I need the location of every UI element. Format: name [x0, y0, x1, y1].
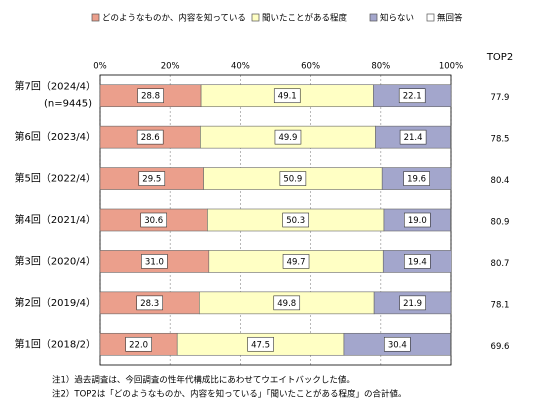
- value-label: 29.5: [142, 175, 161, 185]
- label-box: [399, 295, 426, 311]
- label-box: [404, 254, 431, 269]
- label-box: [282, 212, 309, 228]
- value-label: 22.1: [403, 92, 422, 102]
- category-label: 第5回（2022/4）: [14, 172, 96, 185]
- category-label: 第1回（2018/2）: [14, 337, 96, 350]
- note: 注2）TOP2は「どのようなものか、内容を知っている」「聞いたことがある程度」の…: [52, 389, 406, 400]
- value-label: 49.7: [287, 257, 306, 267]
- label-box: [279, 171, 307, 186]
- x-tick-label: 60%: [301, 62, 320, 72]
- value-label: 50.9: [283, 175, 302, 185]
- top2-header: TOP2: [486, 52, 513, 63]
- value-label: 21.9: [403, 299, 422, 309]
- legend-swatch: [426, 13, 435, 22]
- label-box: [136, 129, 164, 145]
- value-label: 19.6: [407, 175, 426, 185]
- value-label: 28.3: [140, 299, 159, 309]
- x-tick-label: 40%: [231, 62, 250, 72]
- label-box: [273, 88, 301, 104]
- legend-swatch: [91, 13, 100, 22]
- value-label: 49.1: [278, 92, 297, 102]
- value-label: 19.4: [408, 257, 427, 267]
- category-label: 第6回（2023/4）: [14, 130, 96, 143]
- value-label: 31.0: [145, 257, 164, 267]
- category-label: 第7回（2024/4）: [14, 80, 96, 93]
- top2-value: 77.9: [491, 93, 510, 103]
- value-label: 22.0: [129, 340, 148, 350]
- label-box: [125, 336, 152, 352]
- label-box: [273, 295, 301, 311]
- label-box: [274, 129, 302, 145]
- label-box: [404, 212, 431, 228]
- value-label: 49.9: [278, 133, 297, 143]
- value-label: 30.4: [388, 340, 407, 350]
- value-label: 19.0: [408, 216, 427, 226]
- label-box: [398, 88, 426, 104]
- x-tick-label: 20%: [161, 62, 180, 72]
- label-box: [403, 171, 430, 186]
- top2-value: 78.5: [491, 135, 510, 145]
- legend-label: どのようなものか、内容を知っている: [102, 13, 246, 24]
- label-box: [137, 88, 164, 104]
- category-label: 第3回（2020/4）: [14, 254, 96, 267]
- value-label: 28.8: [141, 92, 160, 102]
- value-label: 47.5: [251, 340, 270, 350]
- value-label: 28.6: [141, 133, 160, 143]
- top2-value: 80.7: [491, 259, 510, 269]
- value-label: 50.3: [286, 216, 305, 226]
- label-box: [282, 254, 310, 269]
- top2-value: 80.4: [491, 176, 510, 186]
- x-tick-label: 100%: [439, 62, 463, 72]
- top2-value: 69.6: [491, 342, 510, 352]
- category-label: 第4回（2021/4）: [14, 213, 96, 226]
- value-label: 49.8: [277, 299, 296, 309]
- note: 注1）過去調査は、今回調査の性年代構成比にあわせてウエイトバックした値。: [52, 375, 355, 386]
- label-box: [138, 171, 166, 186]
- label-box: [399, 129, 427, 145]
- label-box: [383, 336, 411, 352]
- x-tick-label: 0%: [93, 62, 107, 72]
- category-note: (n=9445): [44, 99, 92, 110]
- value-label: 30.6: [144, 216, 163, 226]
- category-label: 第2回（2019/4）: [14, 296, 96, 309]
- legend-swatch: [251, 13, 260, 22]
- top2-value: 78.1: [491, 300, 510, 310]
- label-box: [247, 336, 274, 352]
- top2-value: 80.9: [491, 218, 510, 228]
- legend-label: 知らない: [380, 13, 414, 24]
- label-box: [140, 212, 168, 228]
- value-label: 21.4: [404, 133, 423, 143]
- legend-swatch: [369, 13, 378, 22]
- label-box: [141, 254, 168, 269]
- label-box: [136, 295, 163, 311]
- x-tick-label: 80%: [371, 62, 390, 72]
- legend-label: 無回答: [437, 13, 463, 24]
- legend-label: 聞いたことがある程度: [262, 13, 348, 24]
